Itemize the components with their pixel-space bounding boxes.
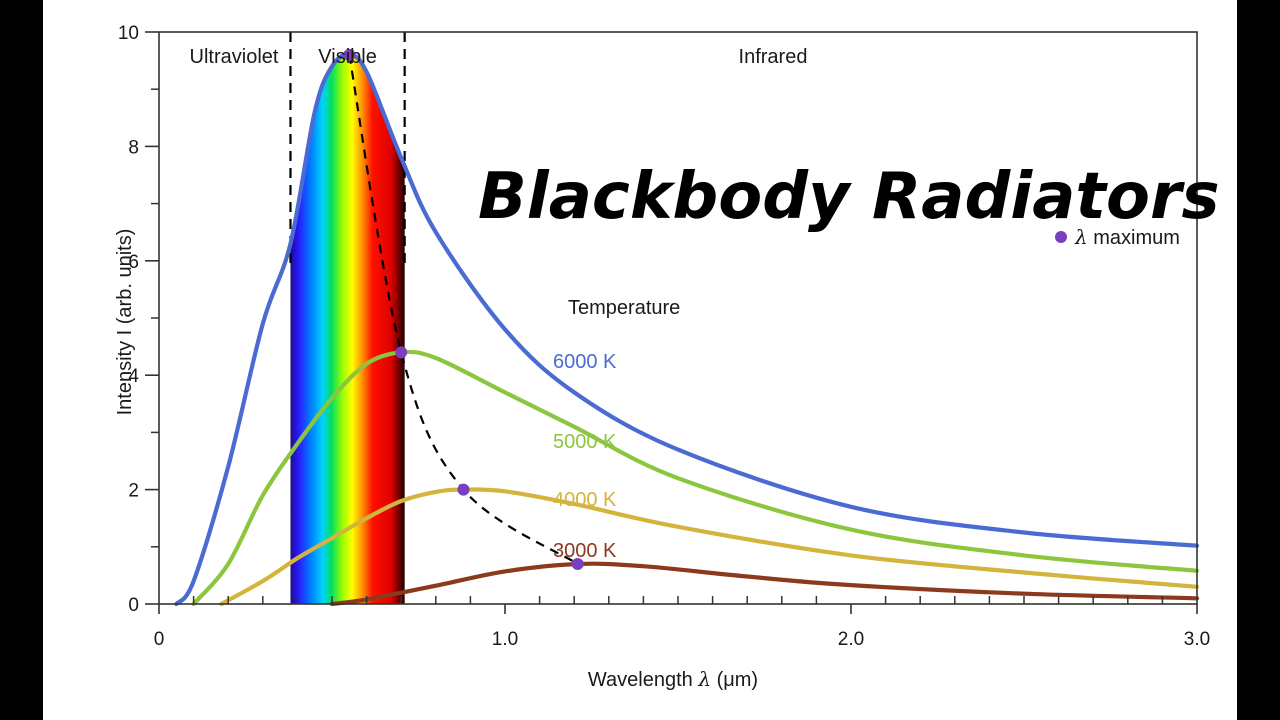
region-label-visible: Visible: [318, 46, 377, 68]
y-tick-label: 8: [128, 137, 139, 158]
marker-legend-dot: [1055, 231, 1067, 243]
series-labels: 6000 K 5000 K 4000 K 3000 K: [553, 351, 617, 562]
blackbody-chart: 0 1.0 2.0 3.0 0 2 4 6 8 10 Ultraviolet Visible Infr…: [114, 23, 1220, 691]
x-tick-label: 3.0: [1184, 629, 1210, 650]
series-label-6000k: 6000 K: [553, 351, 617, 373]
y-tick-label: 4: [128, 366, 139, 387]
peak-marker-4000k: [457, 483, 470, 496]
series-label-3000k: 3000 K: [553, 540, 617, 562]
peak-markers: [343, 48, 584, 570]
marker-legend-label: λ maximum: [1074, 225, 1180, 249]
series-curves: [174, 52, 1200, 607]
y-axis-label: Intensity I (arb. units): [114, 229, 136, 416]
region-labels: Ultraviolet Visible Infrared: [190, 46, 808, 68]
chart-panel: 0 1.0 2.0 3.0 0 2 4 6 8 10 Ultraviolet Visible Infr…: [43, 0, 1237, 720]
x-tick-label: 1.0: [492, 629, 518, 650]
x-axis-label: Wavelength λ (μm): [588, 667, 758, 691]
region-label-infrared: Infrared: [739, 46, 808, 68]
region-boundaries: [289, 32, 406, 264]
curve-5000k: [191, 349, 1200, 607]
y-tick-label: 2: [128, 481, 139, 502]
x-tick-label: 0: [154, 629, 165, 650]
peak-marker-6000k: [343, 48, 356, 61]
x-tick-label: 2.0: [838, 629, 864, 650]
series-label-5000k: 5000 K: [553, 431, 617, 453]
axis-ticks: 0 1.0 2.0 3.0 0 2 4 6 8 10: [118, 23, 1210, 650]
overlay-title: Blackbody Radiators: [478, 160, 1220, 234]
legend-title: Temperature: [568, 297, 680, 319]
peak-marker-3000k: [571, 557, 584, 570]
curve-4000k: [219, 487, 1200, 607]
curve-6000k: [174, 52, 1200, 607]
y-tick-label: 6: [128, 252, 139, 273]
series-label-4000k: 4000 K: [553, 489, 617, 511]
peak-marker-5000k: [395, 346, 408, 359]
y-tick-label: 10: [118, 23, 139, 44]
peak-locus-line: [348, 54, 579, 565]
curve-3000k: [329, 561, 1200, 607]
region-label-ultraviolet: Ultraviolet: [190, 46, 279, 68]
y-tick-label: 0: [128, 595, 139, 616]
